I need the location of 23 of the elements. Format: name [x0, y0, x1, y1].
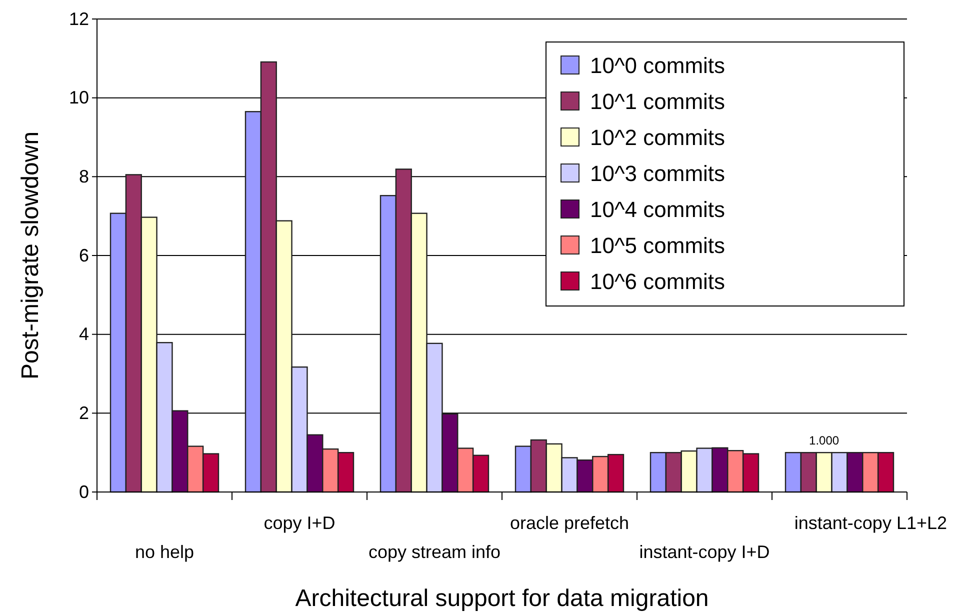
y-tick-label: 2 [78, 402, 89, 423]
x-axis-title: Architectural support for data migration [295, 585, 709, 612]
legend-label: 10^5 commits [590, 233, 726, 258]
y-tick-label: 10 [68, 88, 89, 108]
x-tick-label: instant-copy L1+L2 [794, 513, 947, 533]
x-tick-label: copy I+D [264, 513, 336, 533]
legend-label: 10^0 commits [590, 53, 726, 78]
y-tick-label: 0 [78, 482, 89, 502]
legend-label: 10^3 commits [590, 161, 726, 186]
x-tick-label: oracle prefetch [510, 513, 630, 533]
x-tick-label: no help [134, 542, 194, 562]
y-tick-label: 12 [68, 8, 89, 29]
y-tick-label: 6 [78, 245, 89, 266]
y-tick-label: 8 [78, 166, 89, 186]
legend-label: 10^1 commits [590, 89, 726, 114]
x-tick-label: instant-copy I+D [639, 542, 770, 562]
y-axis-title: Post-migrate slowdown [17, 131, 44, 380]
legend-label: 10^6 commits [590, 269, 726, 294]
data-label: 1.000 [809, 434, 840, 448]
y-tick-label: 4 [78, 324, 89, 344]
legend-label: 10^2 commits [590, 125, 726, 150]
legend-label: 10^4 commits [590, 197, 726, 222]
x-tick-label: copy stream info [368, 542, 501, 562]
